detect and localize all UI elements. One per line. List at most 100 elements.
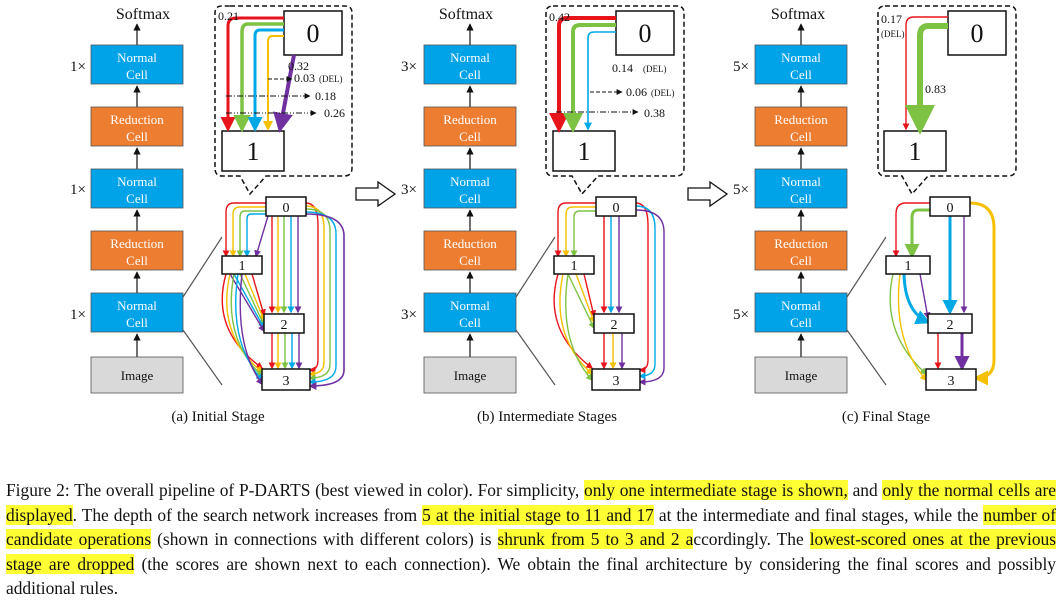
score-label: 0.03 (294, 71, 315, 85)
svg-text:1: 1 (247, 137, 260, 166)
op-connection (247, 28, 284, 132)
repeat-multiplier: 1× (70, 307, 86, 323)
score-label: 0.32 (288, 59, 309, 73)
svg-text:Cell: Cell (126, 191, 148, 206)
subcaption: (a) Initial Stage (171, 409, 265, 425)
image-input-box (90, 356, 184, 394)
del-tag: (DEL) (651, 88, 675, 98)
repeat-multiplier: 3× (401, 182, 417, 198)
node-1 (553, 255, 595, 275)
subcaption: (b) Intermediate Stages (477, 409, 617, 425)
op-connection (584, 31, 616, 131)
svg-text:1: 1 (905, 259, 912, 274)
stage-initial: Softmax Normal Cell 1× Reduction Cell No… (70, 5, 353, 425)
svg-text:Cell: Cell (459, 315, 481, 330)
del-tag: (DEL) (881, 29, 905, 39)
image-input-box (423, 356, 517, 394)
svg-text:0: 0 (307, 19, 320, 48)
reduction-cell (423, 230, 517, 271)
svg-text:0: 0 (613, 201, 620, 216)
node-3 (261, 368, 311, 391)
highlighted-text: 5 at the initial stage to 11 and 17 (422, 504, 654, 525)
subcaption: (c) Final Stage (842, 409, 931, 425)
image-input-box (754, 356, 848, 394)
svg-text:Cell: Cell (790, 67, 812, 82)
stage-final: Softmax Normal Cell 5× Reduction Cell No… (733, 5, 1017, 425)
normal-cell (423, 44, 517, 85)
reduction-cell (754, 106, 848, 147)
op-connection (905, 23, 948, 135)
svg-text:0: 0 (283, 201, 290, 216)
cell-dag (889, 201, 996, 386)
op-connection (902, 16, 948, 131)
svg-text:Normal: Normal (781, 174, 821, 189)
svg-text:0: 0 (639, 19, 652, 48)
normal-cell (90, 292, 184, 333)
node-0 (265, 196, 307, 217)
svg-text:2: 2 (281, 318, 288, 333)
op-connection (263, 35, 284, 131)
normal-cell (90, 168, 184, 209)
repeat-multiplier: 5× (733, 182, 749, 198)
normal-cell (423, 292, 517, 333)
svg-text:Cell: Cell (790, 315, 812, 330)
svg-text:Cell: Cell (126, 129, 148, 144)
score-label: 0.06 (626, 85, 647, 99)
score-label: 0.21 (218, 9, 239, 23)
normal-cell (754, 44, 848, 85)
svg-text:1: 1 (578, 137, 591, 166)
node-1 (221, 255, 263, 275)
svg-text:3: 3 (613, 374, 620, 389)
figure-caption: Figure 2: The overall pipeline of P-DART… (6, 480, 1057, 598)
op-connection (273, 54, 296, 133)
svg-text:Normal: Normal (117, 50, 157, 65)
score-label: 0.38 (644, 106, 665, 120)
node-0-zoomed (947, 10, 1007, 56)
node-2 (927, 313, 973, 334)
svg-text:1: 1 (909, 137, 922, 166)
svg-text:Normal: Normal (450, 50, 490, 65)
node-0-zoomed (615, 10, 675, 56)
repeat-multiplier: 1× (70, 182, 86, 198)
pipeline-figure: Softmax Normal Cell 1× Reduction Cell No… (70, 5, 1017, 425)
node-1-zoomed (883, 130, 947, 172)
score-label: 0.14 (612, 61, 633, 75)
svg-text:Normal: Normal (450, 298, 490, 313)
node-0 (929, 196, 971, 217)
op-connection (563, 23, 616, 133)
repeat-multiplier: 5× (733, 59, 749, 75)
del-tag: (DEL) (643, 64, 667, 74)
svg-text:Cell: Cell (126, 315, 148, 330)
svg-text:Cell: Cell (790, 129, 812, 144)
svg-text:Image: Image (121, 368, 154, 383)
svg-text:Reduction: Reduction (774, 236, 828, 251)
node-1 (885, 255, 931, 275)
softmax-label: Softmax (116, 6, 170, 23)
svg-text:1: 1 (571, 259, 578, 274)
softmax-label: Softmax (771, 6, 825, 23)
svg-text:0: 0 (947, 201, 954, 216)
zoom-callout (214, 5, 353, 196)
svg-text:Cell: Cell (126, 67, 148, 82)
node-3 (591, 368, 641, 391)
node-2 (593, 313, 635, 334)
node-1-zoomed (221, 130, 285, 172)
score-label: 0.83 (925, 82, 946, 96)
reduction-cell (423, 106, 517, 147)
repeat-multiplier: 1× (70, 59, 86, 75)
node-0 (595, 196, 637, 217)
normal-cell (90, 44, 184, 85)
cell-dag (221, 202, 345, 390)
svg-text:2: 2 (947, 318, 954, 333)
svg-text:Normal: Normal (450, 174, 490, 189)
softmax-label: Softmax (439, 6, 493, 23)
cell-dag (553, 202, 665, 386)
svg-text:2: 2 (611, 318, 618, 333)
node-1-zoomed (552, 130, 616, 172)
svg-text:Image: Image (785, 368, 818, 383)
repeat-multiplier: 3× (401, 307, 417, 323)
score-label: 0.42 (549, 10, 570, 24)
svg-text:Reduction: Reduction (443, 112, 497, 127)
svg-text:3: 3 (948, 374, 955, 389)
svg-text:1: 1 (239, 259, 246, 274)
